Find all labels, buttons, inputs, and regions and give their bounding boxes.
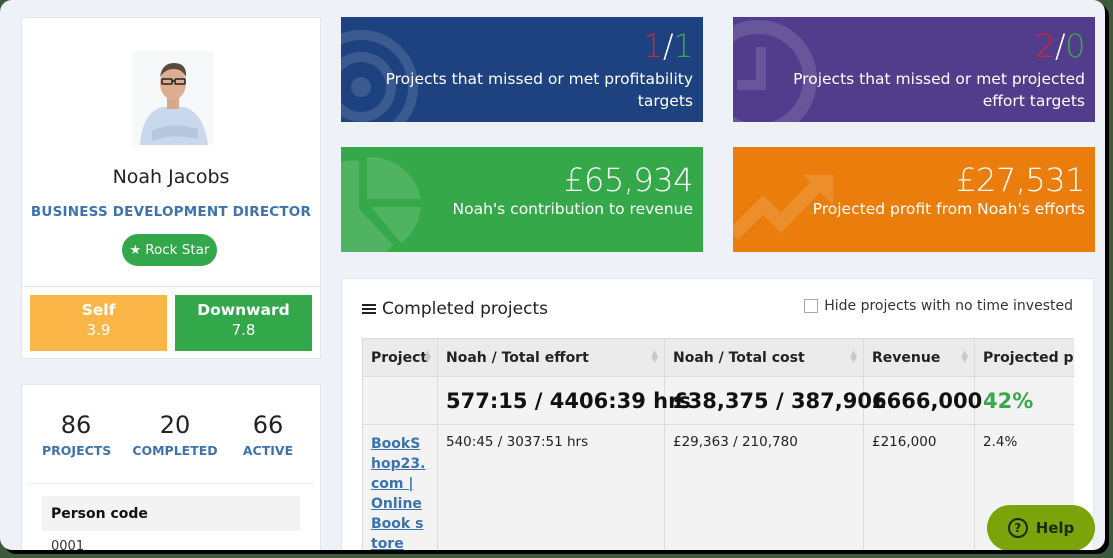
question-icon: ?: [1007, 518, 1028, 538]
column-header-projected-profit[interactable]: Projected pro: [974, 338, 1074, 377]
profile-card: Noah Jacobs BUSINESS DEVELOPMENT DIRECTO…: [21, 17, 321, 359]
divider: [28, 483, 314, 484]
person-code-label: Person code: [42, 496, 300, 531]
totals-effort: 577:15 / 4406:39 hrs: [437, 376, 691, 425]
sort-icon: ▲ ▼: [424, 349, 431, 365]
person-code-value: 0001: [51, 539, 85, 550]
self-score-label: Self: [81, 301, 116, 319]
table-row: BookShop23.com | Online Book store 540:4…: [362, 424, 1074, 550]
stat-completed-value: 20: [159, 411, 191, 439]
clock-icon: [733, 20, 817, 122]
trend-up-icon: [733, 175, 833, 240]
projected-profit-value: £27,531: [956, 161, 1085, 199]
stat-completed[interactable]: 20 COMPLETED: [132, 411, 218, 458]
stat-completed-label: COMPLETED: [132, 443, 218, 458]
project-link[interactable]: BookShop23.com | Online Book store: [371, 436, 426, 550]
missed-count: 1: [643, 27, 663, 65]
self-score-value: 3.9: [86, 321, 111, 339]
stat-active-value: 66: [252, 411, 284, 439]
totals-project: [362, 376, 438, 425]
totals-row: 577:15 / 4406:39 hrs £38,375 / 387,906 £…: [362, 376, 1074, 425]
star-icon: ★: [129, 242, 142, 258]
list-icon: [362, 303, 376, 315]
met-count: 1: [673, 27, 693, 65]
target-icon: [341, 30, 418, 122]
person-name: Noah Jacobs: [112, 166, 230, 188]
help-label: Help: [1035, 519, 1075, 537]
missed-count: 2: [1035, 27, 1055, 65]
column-header-revenue[interactable]: Revenue ▲ ▼: [863, 338, 975, 377]
column-header-effort[interactable]: Noah / Total effort ▲ ▼: [437, 338, 665, 377]
tile-description: Projected profit from Noah's efforts: [812, 200, 1085, 218]
met-count: 0: [1065, 27, 1085, 65]
totals-cost: £38,375 / 387,906: [664, 376, 887, 425]
column-header-project[interactable]: Project ▲ ▼: [362, 338, 438, 377]
rock-star-badge: ★ Rock Star: [122, 234, 217, 266]
stat-active-label: ACTIVE: [242, 443, 294, 458]
sort-icon: ▲ ▼: [961, 349, 968, 365]
person-title: BUSINESS DEVELOPMENT DIRECTOR: [30, 204, 312, 220]
badge-label: Rock Star: [145, 242, 210, 258]
tile-description: Noah's contribution to revenue: [452, 200, 693, 218]
app-window: Noah Jacobs BUSINESS DEVELOPMENT DIRECTO…: [0, 0, 1105, 550]
effort-ratio: 2/0: [1035, 27, 1085, 65]
completed-projects-panel: Completed projects Hide projects with no…: [341, 278, 1094, 550]
pie-chart-icon: [341, 156, 421, 252]
downward-score-label: Downward: [197, 301, 290, 319]
profitability-targets-tile: 1/1 Projects that missed or met profitab…: [341, 17, 703, 122]
tile-description: Projects that missed or met profitabilit…: [385, 70, 693, 110]
sort-icon: ▲ ▼: [651, 349, 658, 365]
help-button[interactable]: ? Help: [987, 505, 1095, 550]
projected-profit-tile: £27,531 Projected profit from Noah's eff…: [733, 147, 1095, 252]
hide-empty-projects-toggle[interactable]: Hide projects with no time invested: [804, 298, 1073, 314]
self-score: Self 3.9: [30, 295, 167, 351]
sort-icon: ▲ ▼: [850, 349, 857, 365]
revenue-contribution-value: £65,934: [564, 161, 693, 199]
panel-title: Completed projects: [362, 299, 548, 319]
row-cost: £29,363 / 210,780: [664, 424, 864, 550]
profitability-ratio: 1/1: [643, 27, 693, 65]
projects-table: Project ▲ ▼ Noah / Total effort ▲ ▼ Noah / T…: [362, 338, 1074, 550]
downward-score: Downward 7.8: [175, 295, 312, 351]
row-revenue: £216,000: [863, 424, 975, 550]
stat-projects[interactable]: 86 PROJECTS: [42, 411, 112, 458]
revenue-contribution-tile: £65,934 Noah's contribution to revenue: [341, 147, 703, 252]
avatar: [132, 51, 214, 145]
effort-targets-tile: 2/0 Projects that missed or met projecte…: [733, 17, 1095, 122]
stats-card: 86 PROJECTS 20 COMPLETED 66 ACTIVE Perso…: [21, 384, 321, 550]
divider: [22, 286, 320, 287]
column-header-cost[interactable]: Noah / Total cost ▲ ▼: [664, 338, 864, 377]
hide-empty-projects-label: Hide projects with no time invested: [824, 298, 1073, 314]
totals-revenue: £666,000: [863, 376, 982, 425]
hide-empty-projects-checkbox[interactable]: [804, 299, 819, 313]
stat-projects-label: PROJECTS: [42, 443, 112, 458]
row-effort: 540:45 / 3037:51 hrs: [437, 424, 665, 550]
downward-score-value: 7.8: [231, 321, 256, 339]
tile-description: Projects that missed or met projected ef…: [793, 70, 1085, 110]
stat-projects-value: 86: [60, 411, 92, 439]
stat-active[interactable]: 66 ACTIVE: [240, 411, 296, 458]
totals-profit: 42%: [974, 376, 1074, 425]
